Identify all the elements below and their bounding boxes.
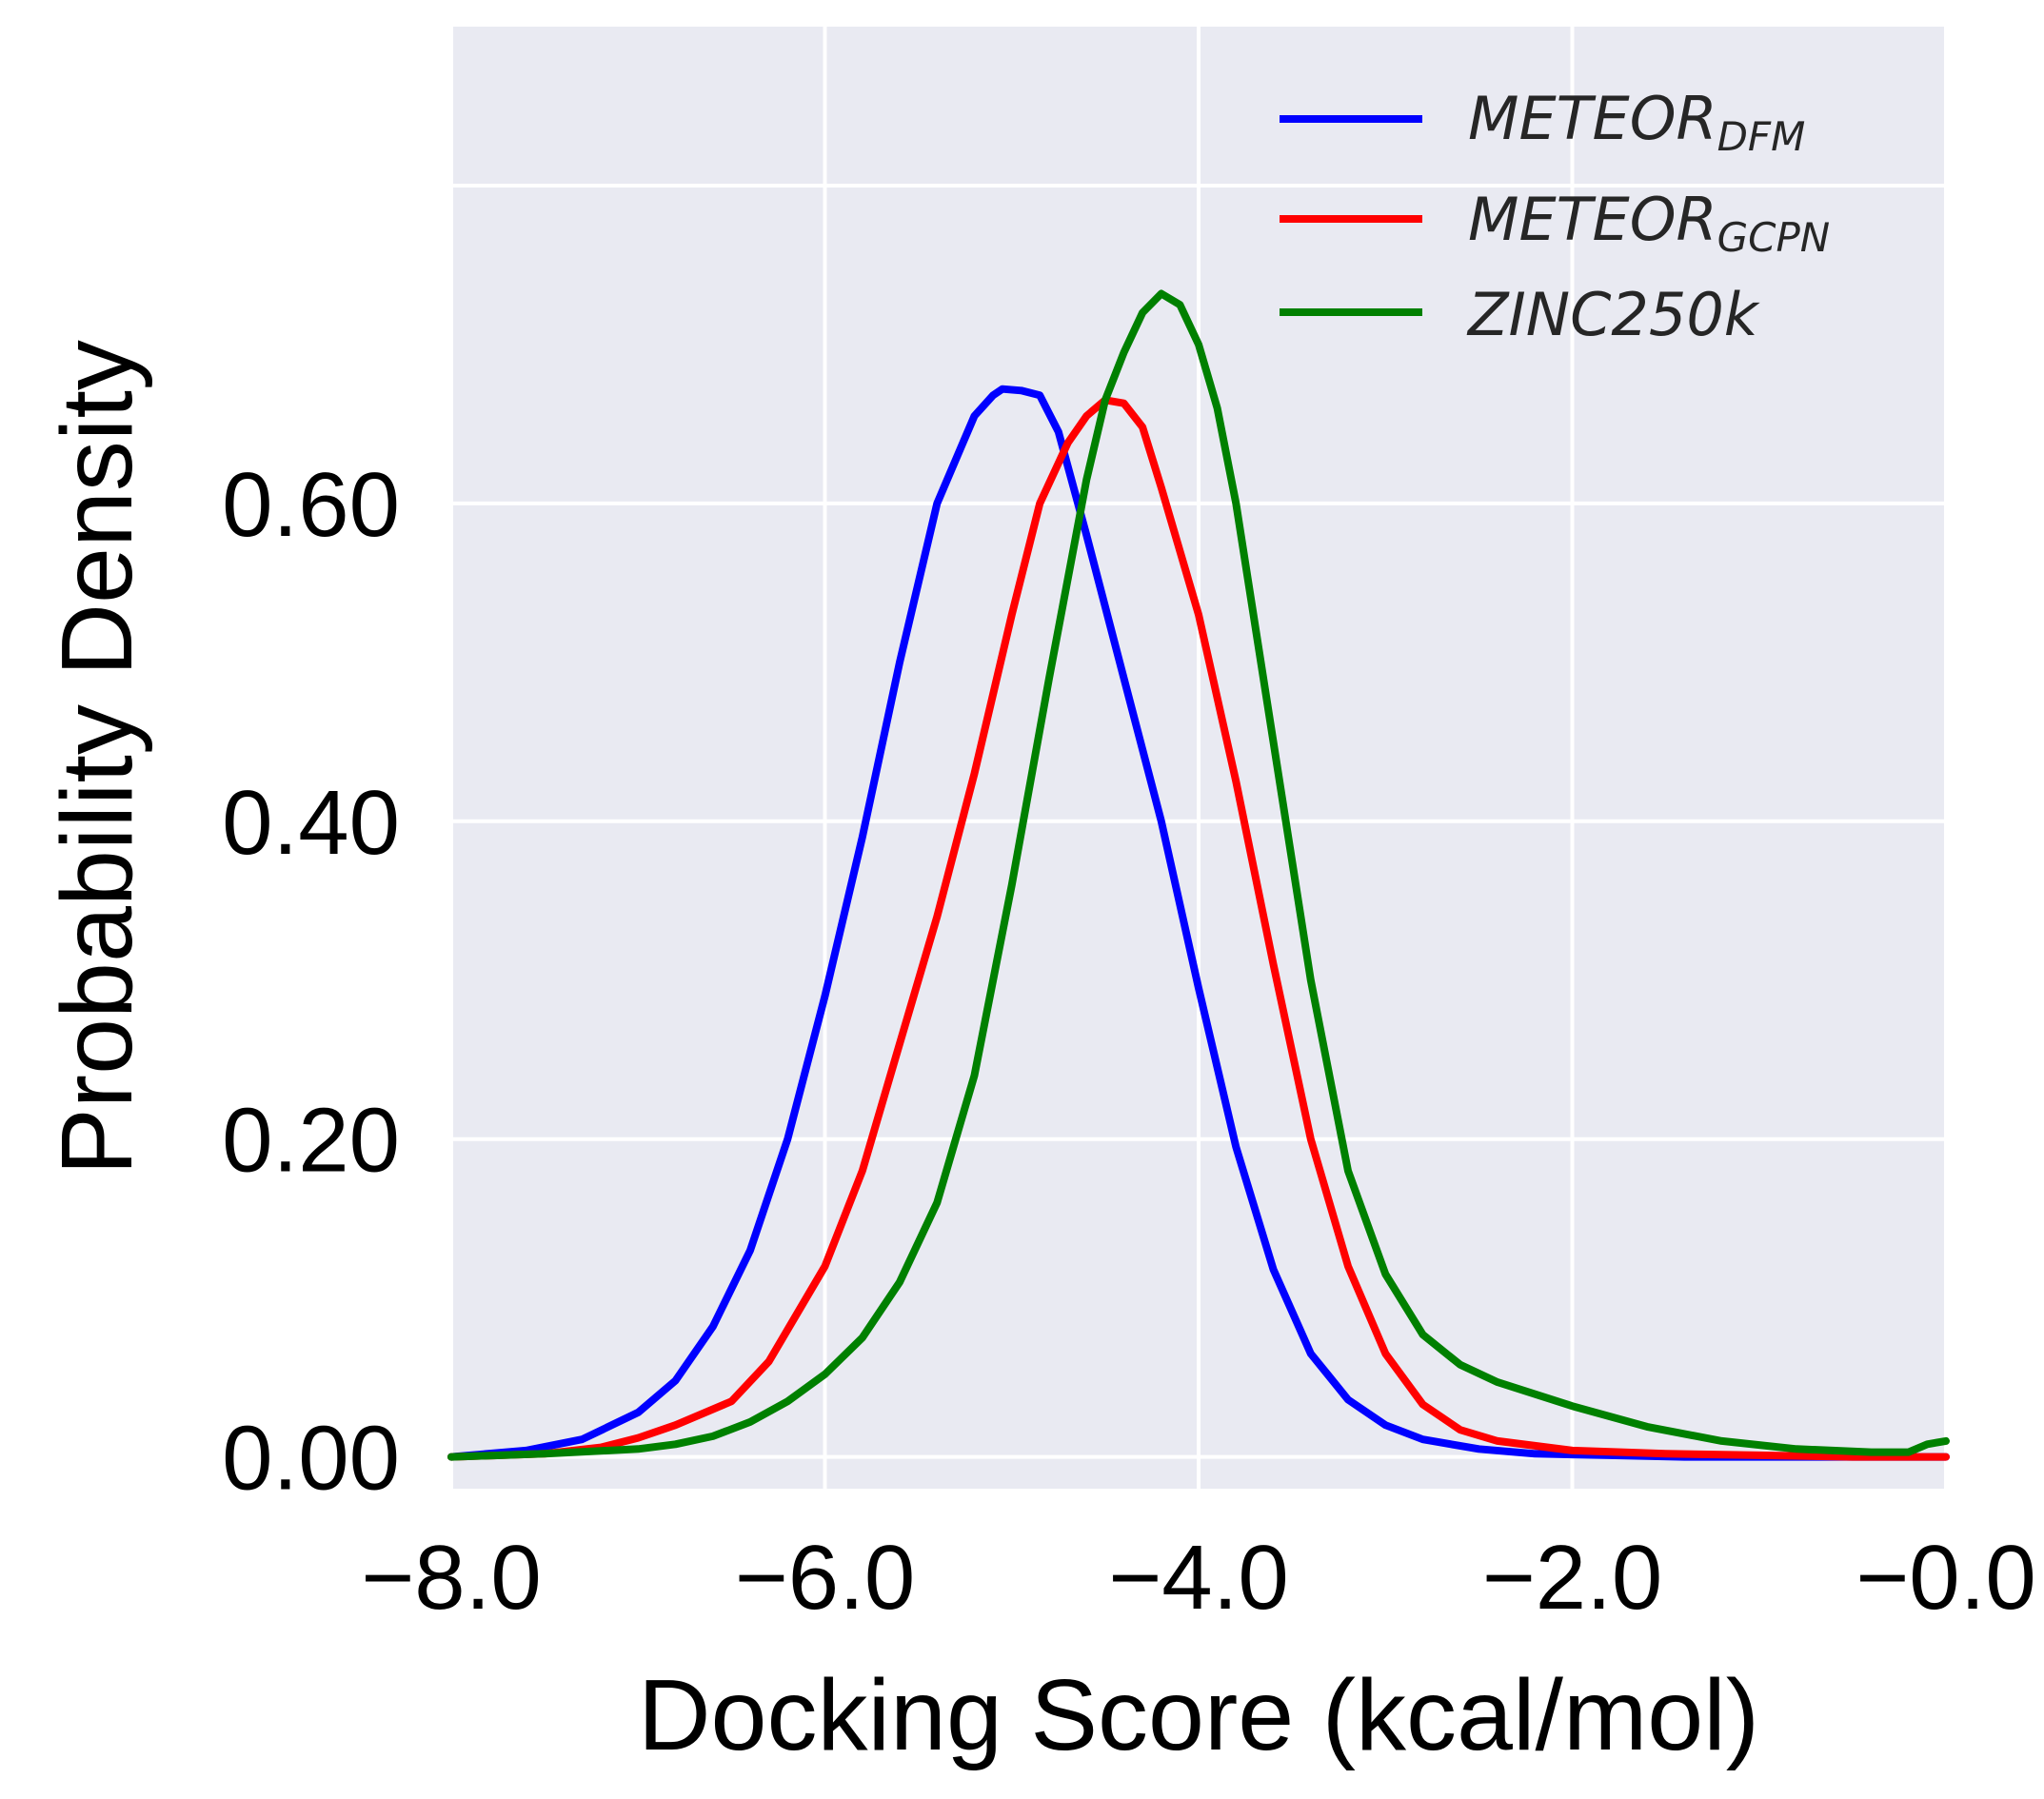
legend-label-zinc: ZINC250k <box>1466 280 1760 349</box>
series-line-zinc250k <box>447 289 1950 1461</box>
y-tick-labels: 0.00 0.20 0.40 0.60 <box>222 454 400 1510</box>
legend-sub-dfm: DFM <box>1717 113 1806 160</box>
legend-name-dfm: METEOR <box>1468 84 1717 153</box>
y-tick-label-1: 0.20 <box>222 1090 400 1192</box>
grid-lines <box>449 27 1948 1489</box>
y-tick-label-2: 0.40 <box>222 772 400 874</box>
x-tick-label-4: −0.0 <box>1855 1527 2036 1629</box>
legend-name-gcpn: METEOR <box>1468 185 1717 254</box>
x-tick-label-0: −8.0 <box>361 1527 542 1629</box>
x-tick-label-1: −6.0 <box>735 1527 916 1629</box>
legend-label-gcpn: METEORGCPN <box>1468 185 1830 261</box>
y-tick-label-0: 0.00 <box>222 1408 400 1510</box>
x-axis-title: Docking Score (kcal/mol) <box>638 1659 1759 1771</box>
legend-sub-gcpn: GCPN <box>1717 214 1831 261</box>
series-line-meteor-gcpn <box>447 396 1950 1461</box>
legend: METEORDFM METEORGCPN ZINC250k <box>1280 84 1830 349</box>
x-tick-label-3: −2.0 <box>1482 1527 1663 1629</box>
y-axis-title: Probability Density <box>41 340 153 1176</box>
x-tick-label-2: −4.0 <box>1108 1527 1289 1629</box>
legend-name-zinc: ZINC250k <box>1466 280 1760 349</box>
x-tick-labels: −8.0 −6.0 −4.0 −2.0 −0.0 <box>361 1527 2036 1629</box>
y-tick-label-3: 0.60 <box>222 454 400 556</box>
series-line-meteor-dfm <box>447 385 1950 1461</box>
legend-label-dfm: METEORDFM <box>1468 84 1805 160</box>
series-lines <box>447 289 1950 1461</box>
